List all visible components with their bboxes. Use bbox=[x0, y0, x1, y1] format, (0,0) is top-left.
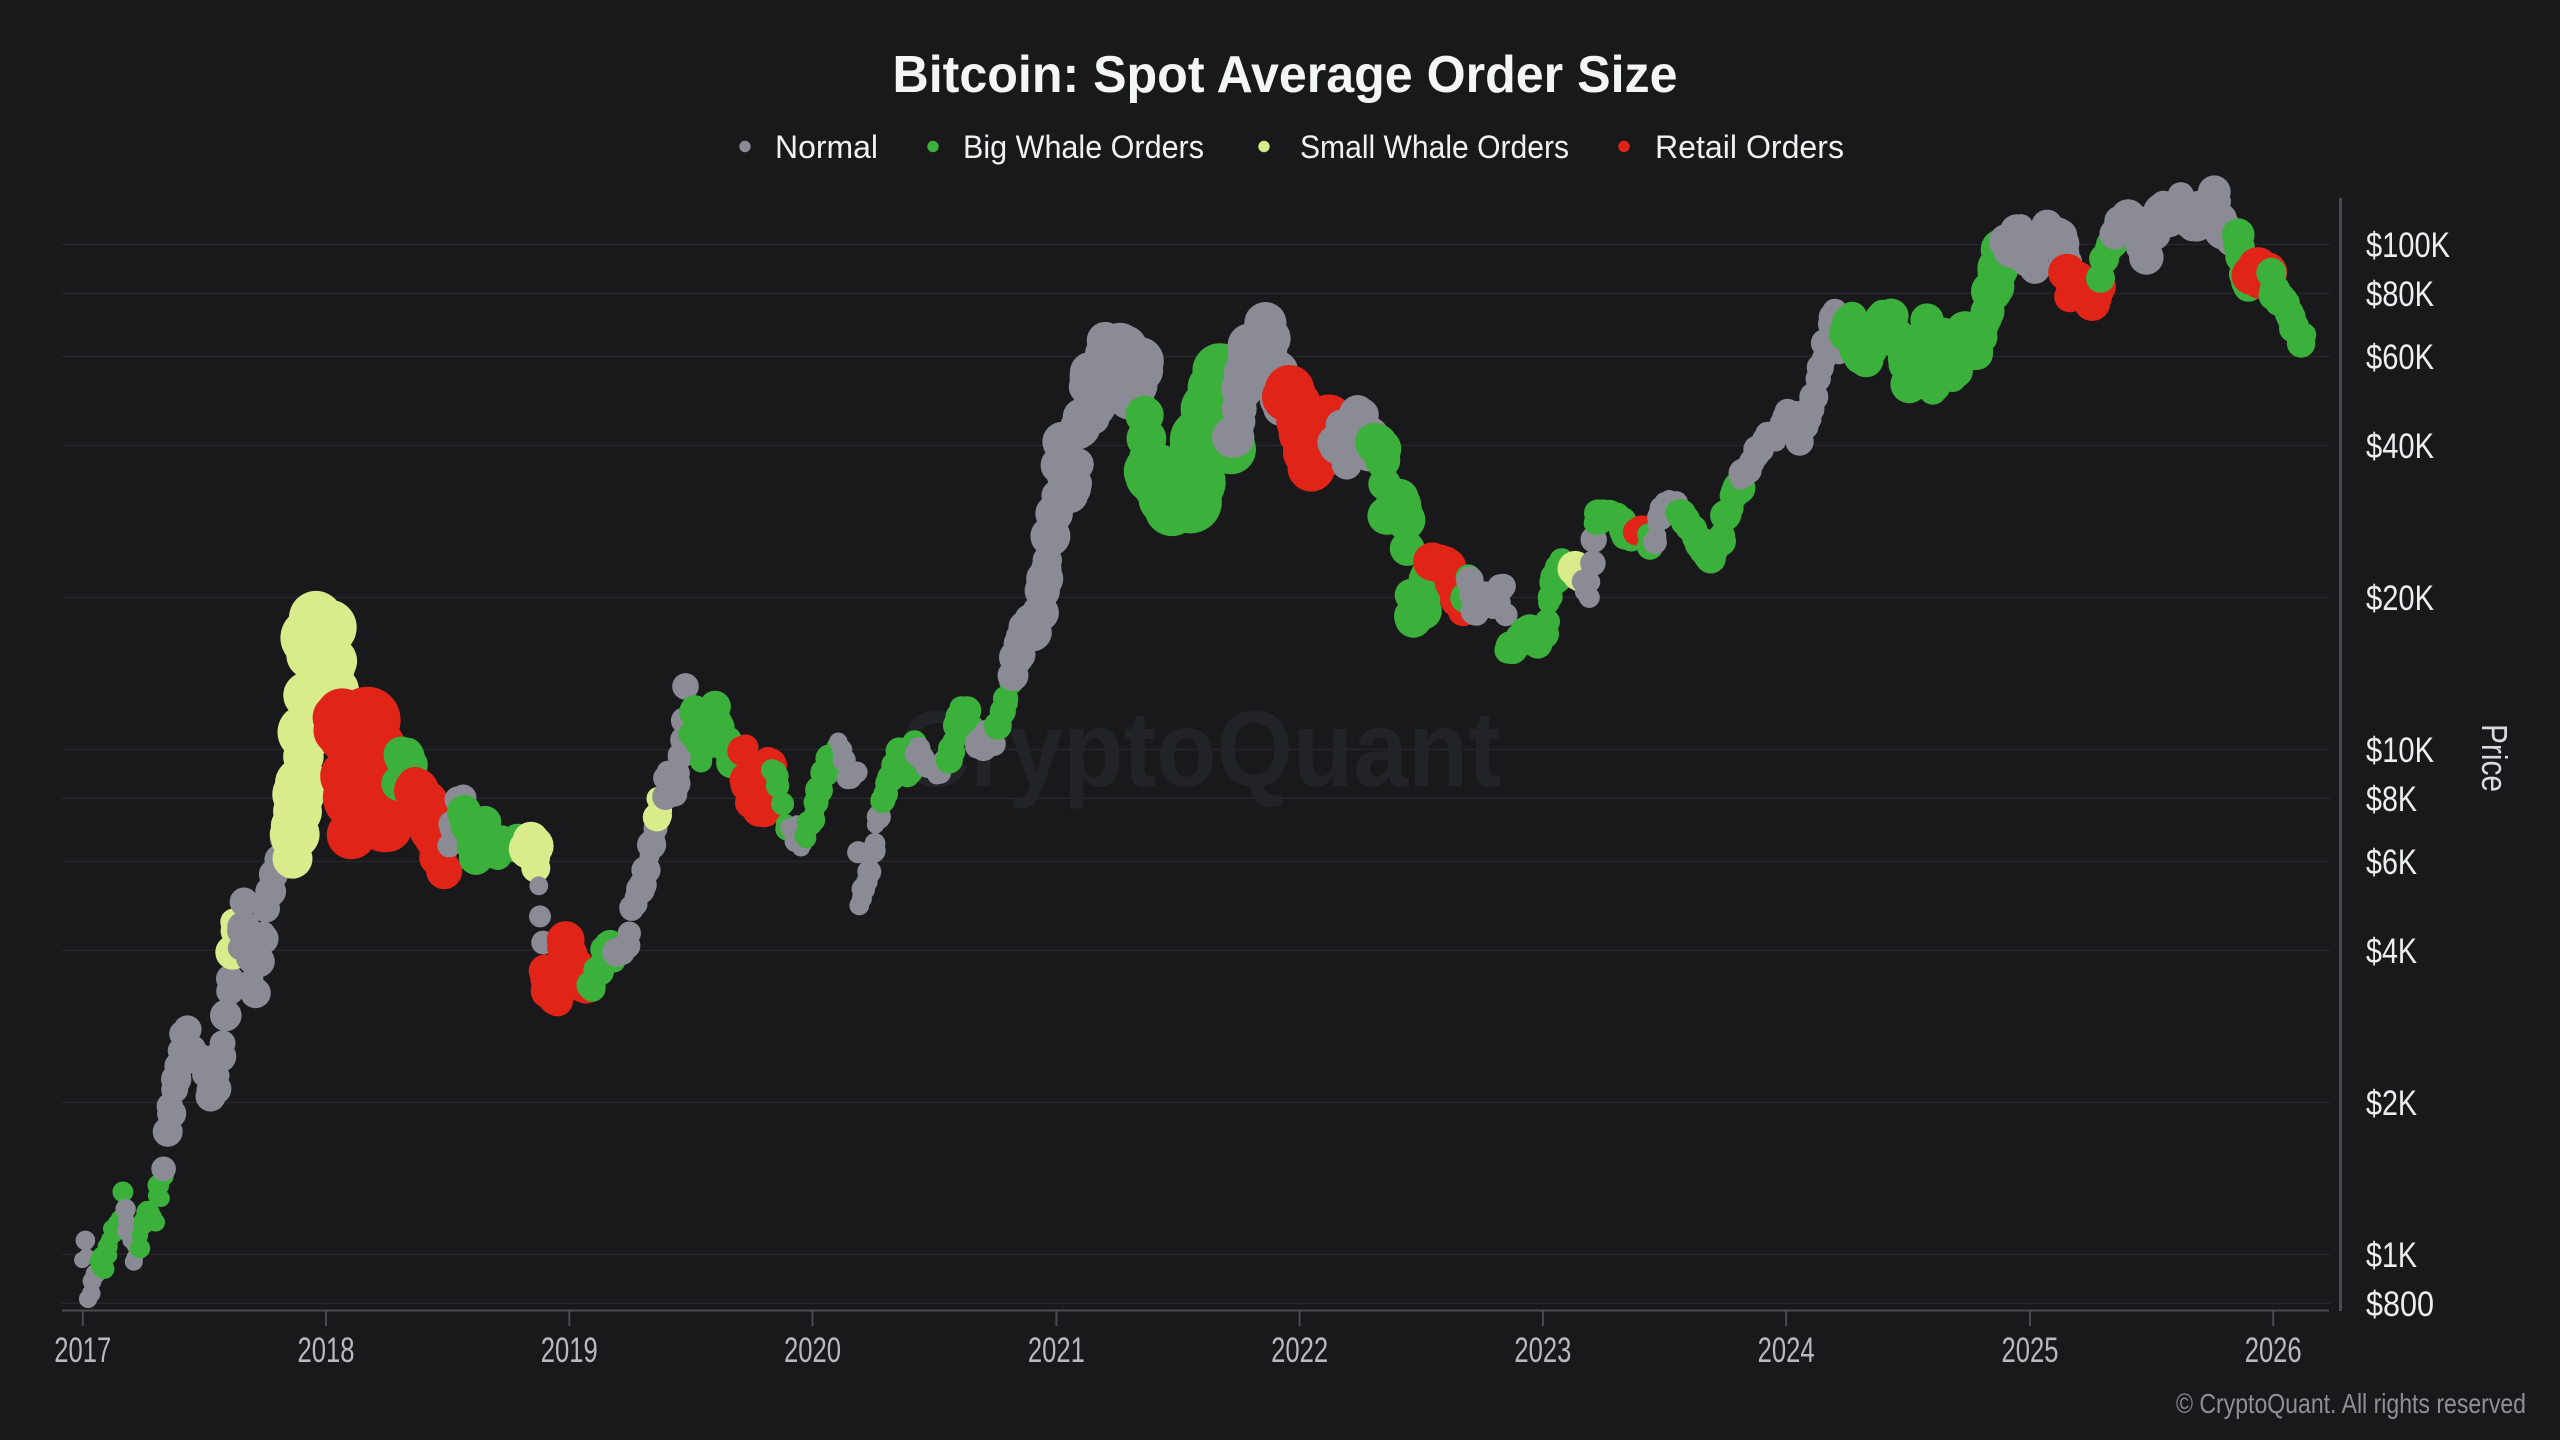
svg-text:$100K: $100K bbox=[2366, 226, 2450, 265]
svg-text:$1K: $1K bbox=[2366, 1236, 2417, 1275]
svg-text:Retail Orders: Retail Orders bbox=[1655, 129, 1844, 165]
svg-text:2026: 2026 bbox=[2245, 1331, 2302, 1370]
svg-text:$40K: $40K bbox=[2366, 427, 2434, 466]
svg-text:Small Whale Orders: Small Whale Orders bbox=[1300, 129, 1569, 165]
svg-text:$20K: $20K bbox=[2366, 579, 2434, 618]
svg-text:$60K: $60K bbox=[2366, 338, 2434, 377]
svg-text:Normal: Normal bbox=[775, 129, 878, 165]
svg-text:$800: $800 bbox=[2366, 1285, 2434, 1324]
svg-text:$10K: $10K bbox=[2366, 731, 2434, 770]
svg-text:$6K: $6K bbox=[2366, 843, 2417, 882]
svg-text:$4K: $4K bbox=[2366, 932, 2417, 971]
svg-text:$2K: $2K bbox=[2366, 1084, 2417, 1123]
svg-text:$8K: $8K bbox=[2366, 780, 2417, 819]
svg-text:2017: 2017 bbox=[54, 1331, 111, 1370]
svg-text:2023: 2023 bbox=[1514, 1331, 1571, 1370]
svg-text:2020: 2020 bbox=[784, 1331, 841, 1370]
svg-text:2025: 2025 bbox=[2002, 1331, 2059, 1370]
svg-text:© CryptoQuant. All rights rese: © CryptoQuant. All rights reserved bbox=[2176, 1388, 2526, 1419]
svg-text:2024: 2024 bbox=[1758, 1331, 1815, 1370]
svg-text:$80K: $80K bbox=[2366, 275, 2434, 314]
svg-text:Bitcoin: Spot Average Order Si: Bitcoin: Spot Average Order Size bbox=[893, 46, 1678, 104]
svg-text:2019: 2019 bbox=[541, 1331, 598, 1370]
svg-text:2018: 2018 bbox=[298, 1331, 355, 1370]
svg-text:2021: 2021 bbox=[1028, 1331, 1085, 1370]
svg-text:Big Whale Orders: Big Whale Orders bbox=[963, 129, 1204, 165]
svg-text:Price: Price bbox=[2474, 724, 2515, 792]
svg-text:2022: 2022 bbox=[1271, 1331, 1328, 1370]
